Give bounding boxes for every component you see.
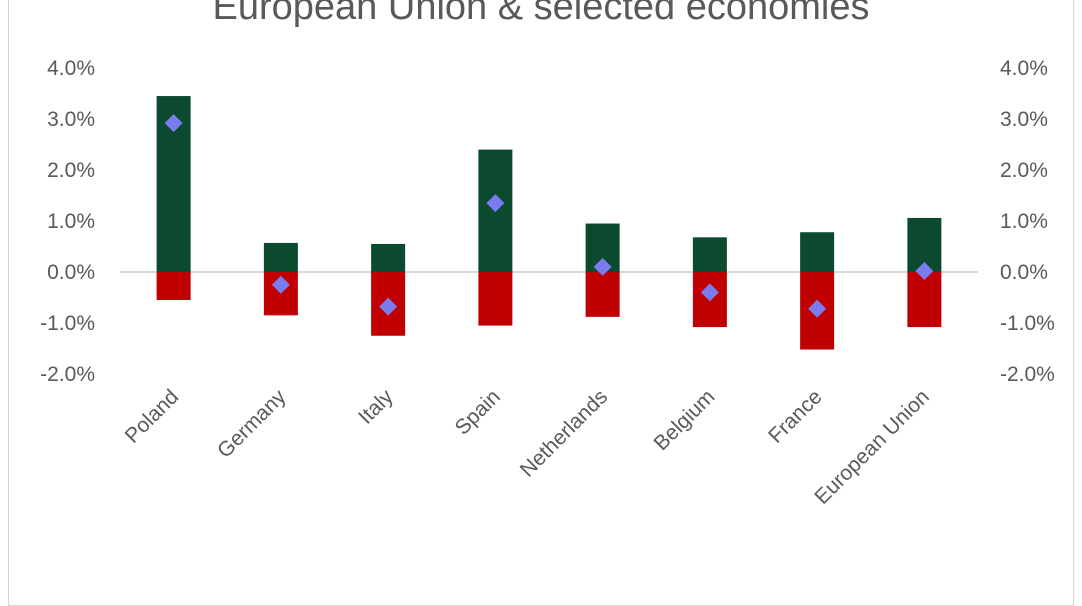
x-category-label: Poland — [121, 385, 184, 448]
y-tick-label-left: -2.0% — [40, 363, 95, 386]
right-axis: 4.0% 3.0% 2.0% 1.0% 0.0% -1.0% -2.0% — [1000, 57, 1055, 386]
y-tick-label-right: 0.0% — [1000, 261, 1048, 284]
negative-bar-netherlands — [585, 272, 620, 317]
negative-bar-spain — [478, 272, 513, 326]
positive-bar-germany — [263, 242, 298, 272]
positive-bar-france — [800, 232, 835, 272]
positive-bar-italy — [371, 243, 406, 272]
marker-european-union — [915, 261, 934, 280]
negative-bar-poland — [156, 272, 191, 301]
x-category-label: France — [764, 385, 826, 447]
bars — [156, 96, 942, 350]
positive-bar-belgium — [692, 237, 727, 272]
y-tick-label-left: 3.0% — [47, 108, 95, 131]
marker-spain — [486, 194, 505, 213]
y-tick-label-left: 1.0% — [47, 210, 95, 233]
x-category-label: Germany — [213, 385, 291, 463]
chart-title: European Union & selected economies — [212, 0, 870, 28]
category-labels: Poland Germany Italy Spain Netherlands Belgiu… — [121, 385, 934, 509]
y-tick-label-left: 0.0% — [47, 261, 95, 284]
markers — [164, 114, 934, 318]
y-tick-label-right: 4.0% — [1000, 57, 1048, 80]
y-tick-label-left: -1.0% — [40, 312, 95, 335]
left-axis: 4.0% 3.0% 2.0% 1.0% 0.0% -1.0% -2.0% — [40, 57, 95, 386]
y-tick-label-right: 2.0% — [1000, 159, 1048, 182]
y-tick-label-right: -1.0% — [1000, 312, 1055, 335]
x-category-label: European Union — [810, 385, 934, 509]
y-tick-label-left: 2.0% — [47, 159, 95, 182]
y-tick-label-right: -2.0% — [1000, 363, 1055, 386]
y-tick-label-left: 4.0% — [47, 57, 95, 80]
marker-netherlands — [593, 257, 612, 276]
x-category-label: Spain — [451, 385, 505, 439]
marker-germany — [271, 275, 290, 294]
marker-france — [808, 299, 827, 318]
x-category-label: Belgium — [649, 385, 719, 455]
x-category-label: Netherlands — [516, 385, 612, 481]
x-category-label: Italy — [354, 385, 398, 429]
y-tick-label-right: 1.0% — [1000, 210, 1048, 233]
marker-poland — [164, 114, 183, 133]
negative-bar-european-union — [907, 272, 942, 328]
y-tick-label-right: 3.0% — [1000, 108, 1048, 131]
marker-italy — [379, 297, 398, 316]
marker-belgium — [700, 283, 719, 302]
